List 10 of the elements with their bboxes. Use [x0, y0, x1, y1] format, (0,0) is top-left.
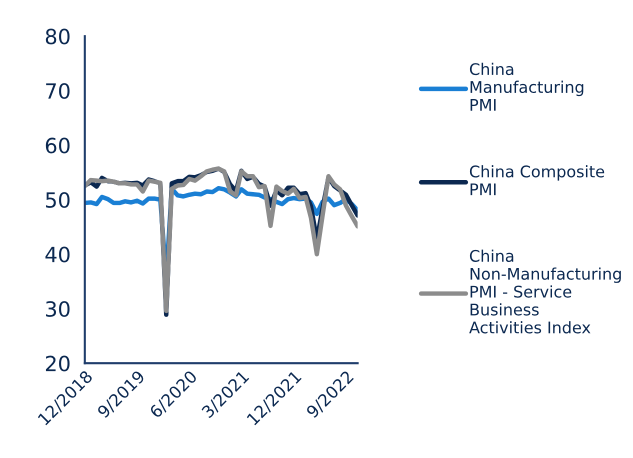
legend-label: China Manufacturing PMI	[470, 62, 584, 111]
y-tick-label: 60	[46, 138, 70, 154]
y-tick-label: 20	[46, 356, 70, 372]
legend-label: China Non-Manufacturing PMI - Service Business Activities Index	[469, 250, 621, 334]
y-tick-label: 80	[46, 28, 70, 44]
y-tick-label: 50	[46, 192, 70, 208]
legend-label: China Composite PMI	[470, 165, 604, 196]
y-tick-label: 70	[46, 83, 70, 99]
y-tick-label: 30	[46, 301, 70, 317]
y-tick-label: 40	[45, 246, 70, 262]
